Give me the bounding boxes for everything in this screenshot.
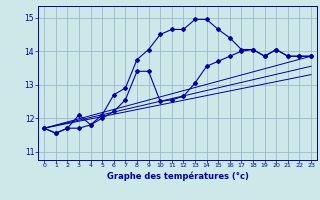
X-axis label: Graphe des températures (°c): Graphe des températures (°c) xyxy=(107,171,249,181)
